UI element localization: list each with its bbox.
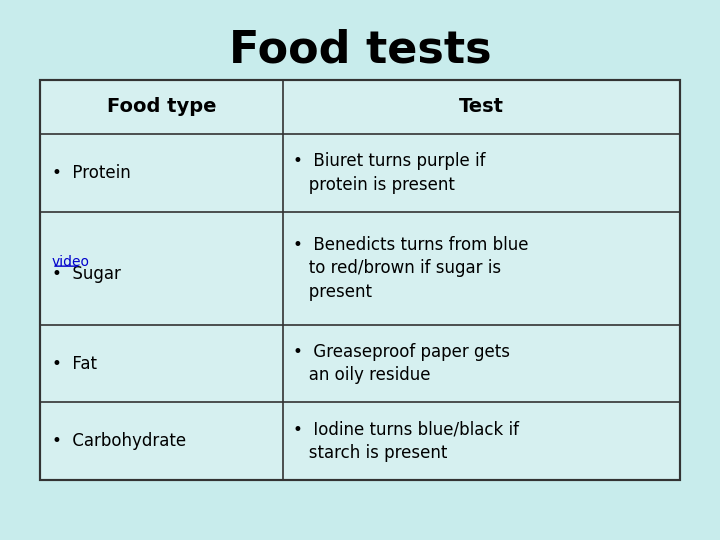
Text: Test: Test [459, 97, 504, 117]
Text: •  Carbohydrate: • Carbohydrate [52, 432, 186, 450]
Text: •  Protein: • Protein [52, 164, 131, 182]
Text: •  Iodine turns blue/black if
   starch is present: • Iodine turns blue/black if starch is p… [293, 420, 519, 462]
Text: •  Fat: • Fat [52, 355, 97, 373]
Text: video: video [52, 255, 90, 269]
Text: Food tests: Food tests [229, 29, 491, 71]
Text: Food type: Food type [107, 97, 216, 117]
Text: •  Sugar: • Sugar [52, 265, 121, 283]
Text: •  Greaseproof paper gets
   an oily residue: • Greaseproof paper gets an oily residue [293, 343, 510, 384]
Text: •  Benedicts turns from blue
   to red/brown if sugar is
   present: • Benedicts turns from blue to red/brown… [293, 235, 528, 301]
Bar [40, 80, 680, 480]
Bar [40, 80, 680, 480]
Text: •  Biuret turns purple if
   protein is present: • Biuret turns purple if protein is pres… [293, 152, 486, 193]
